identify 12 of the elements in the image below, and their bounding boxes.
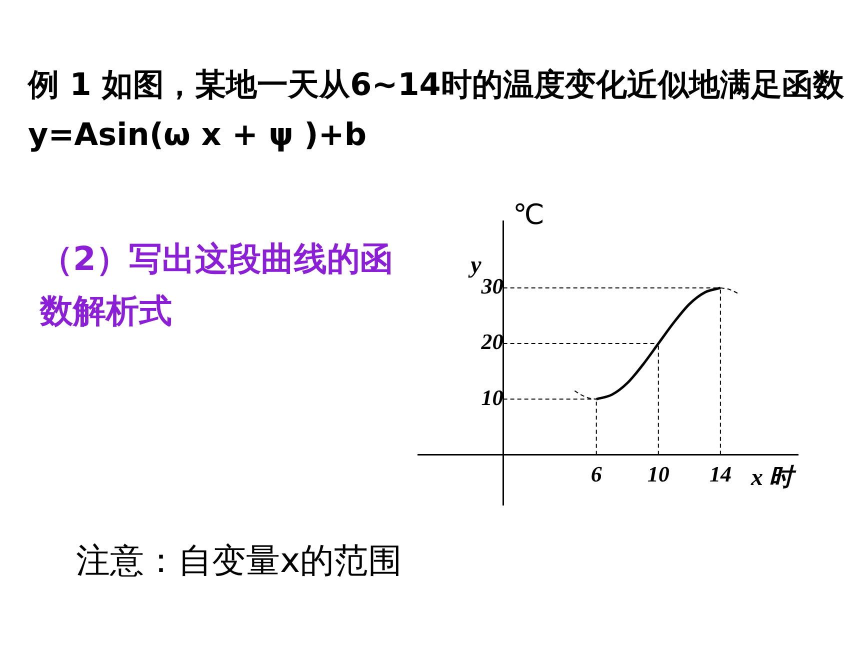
text: （2）写出这段曲线的函数解析式 — [40, 238, 394, 332]
x-axis-title: x 时 — [750, 464, 797, 491]
x-tick-label: 6 — [590, 462, 602, 487]
x-tick-label: 14 — [709, 462, 732, 487]
y-tick-label: 20 — [480, 329, 504, 354]
text: 注意：自变量x的范围 — [76, 540, 402, 583]
x-tick-label: 10 — [647, 462, 670, 487]
y-axis-title: y — [468, 252, 482, 278]
chart-title: 例 1 如图，某地一天从6~14时的温度变化近似地满足函数 y=Asin(ω x + ψ )+b — [28, 66, 845, 155]
y-tick-label: 30 — [480, 274, 504, 299]
annotation: ℃ — [513, 198, 544, 231]
y-tick-label: 10 — [481, 384, 504, 410]
